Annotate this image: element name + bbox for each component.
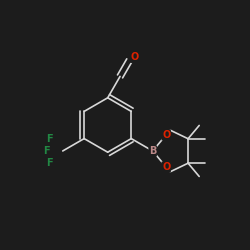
Text: O: O bbox=[162, 130, 170, 140]
Text: F: F bbox=[46, 158, 52, 168]
Text: O: O bbox=[162, 162, 170, 172]
Text: O: O bbox=[131, 52, 139, 62]
Text: F: F bbox=[43, 146, 50, 156]
Text: F: F bbox=[46, 134, 52, 143]
Text: B: B bbox=[149, 146, 156, 156]
